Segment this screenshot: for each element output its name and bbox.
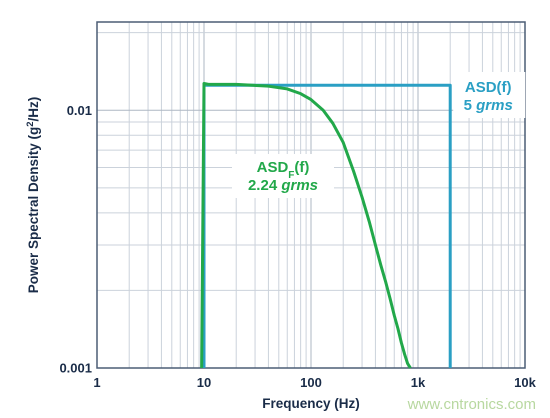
- series-layer: [200, 82, 452, 369]
- y-tick-labels: 0.001 0.01: [59, 103, 92, 376]
- asd-rms-unit: grms: [475, 97, 513, 114]
- x-tick-labels: 1 10 100 1k 10k: [93, 375, 536, 390]
- asdf-series-label: ASDF(f) 2.24 grms: [232, 154, 334, 198]
- y-axis-title-part2: /Hz): [26, 97, 41, 122]
- x-tick-label: 1k: [411, 375, 426, 390]
- x-tick-label: 100: [300, 375, 322, 390]
- watermark: www.cntronics.com: [407, 396, 536, 413]
- asdf-label-name: ASDF(f): [257, 159, 310, 181]
- asdf-rms-unit: grms: [280, 177, 318, 194]
- plot-frame: [96, 21, 526, 369]
- x-axis-title: Frequency (Hz): [262, 396, 360, 411]
- asd-label-background: [453, 72, 526, 118]
- asdf-label-suffix: (f): [294, 159, 309, 176]
- y-tick-label: 0.001: [59, 361, 92, 376]
- y-axis-title: Power Spectral Density (g2/Hz): [25, 97, 42, 294]
- y-axis-title-part1: Power Spectral Density (g: [26, 127, 41, 294]
- y-tick-label: 0.01: [67, 103, 92, 118]
- asdf-rms-value: 2.24: [248, 177, 278, 194]
- asdf-label-main: ASD: [257, 159, 289, 176]
- asdf-series-line: [200, 82, 412, 369]
- x-tick-label: 10: [197, 375, 211, 390]
- asdf-label-subscript: F: [288, 170, 294, 181]
- x-tick-label: 10k: [514, 375, 536, 390]
- asdf-label-background: [232, 154, 334, 198]
- y-axis-title-superscript: 2: [25, 121, 36, 126]
- asd-series-label: ASD(f) 5 grms: [453, 72, 526, 118]
- asd-label-rms: 5 grms: [464, 97, 513, 114]
- asdf-label-rms: 2.24 grms: [248, 177, 318, 194]
- asd-rms-value: 5: [464, 97, 472, 114]
- asd-label-name: ASD(f): [465, 79, 512, 96]
- x-tick-label: 1: [93, 375, 100, 390]
